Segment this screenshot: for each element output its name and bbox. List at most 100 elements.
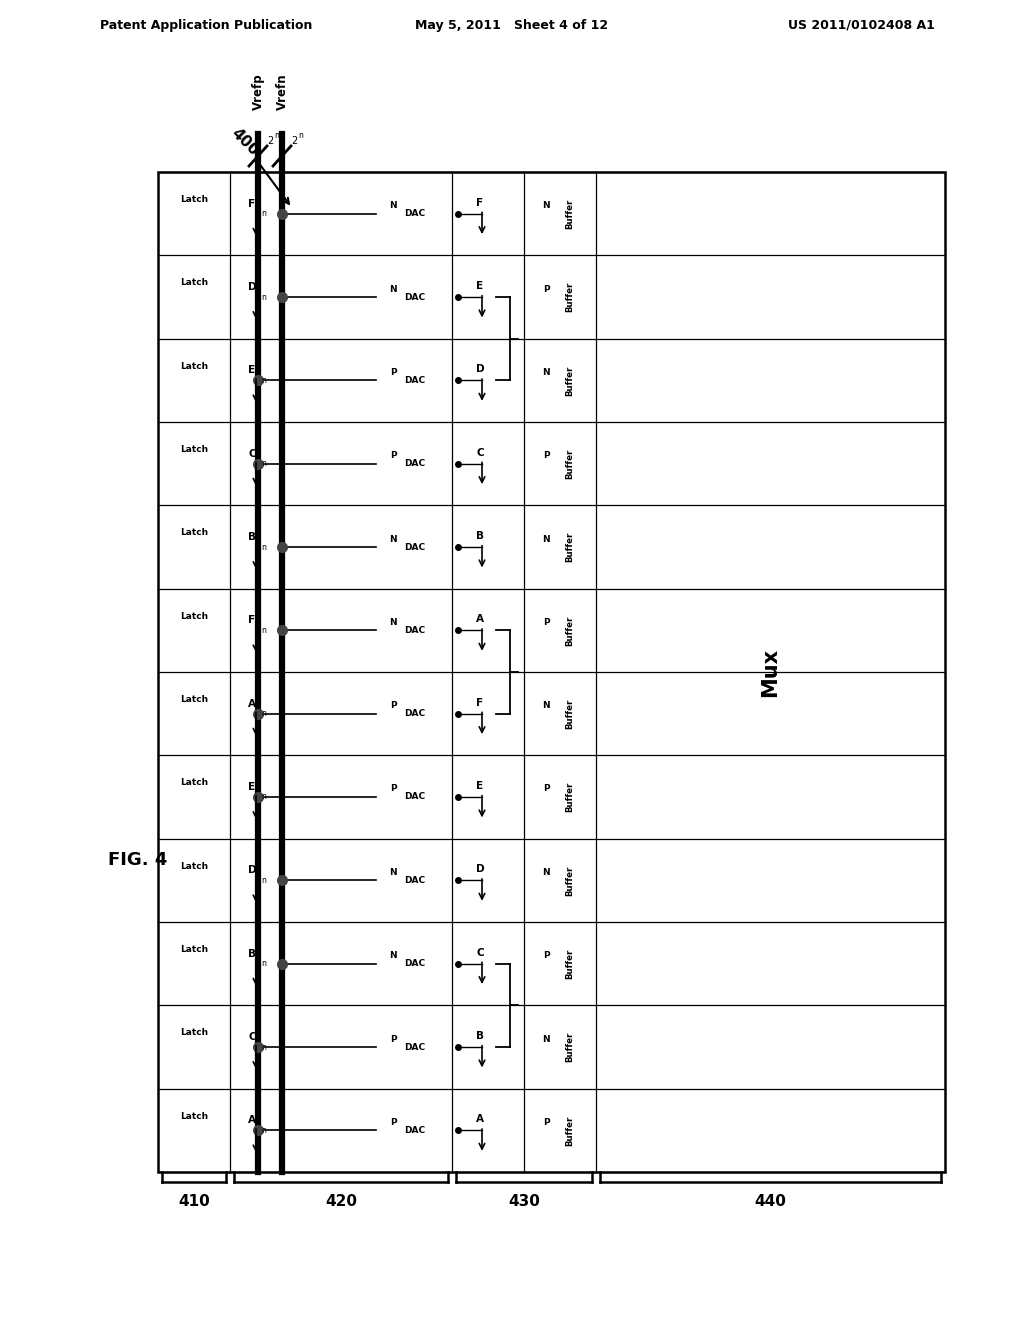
Text: DAC: DAC <box>404 1126 426 1135</box>
Text: Buffer: Buffer <box>565 865 574 895</box>
Text: D: D <box>476 364 484 375</box>
Text: DAC: DAC <box>404 543 426 552</box>
Text: n: n <box>261 792 266 801</box>
Text: N: N <box>542 201 550 210</box>
Text: F: F <box>476 698 483 708</box>
Text: 2: 2 <box>291 136 297 147</box>
Text: n: n <box>261 376 266 385</box>
Text: A: A <box>248 698 256 709</box>
Text: P: P <box>390 701 396 710</box>
Text: N: N <box>542 1035 550 1044</box>
Text: A: A <box>248 1115 256 1126</box>
Text: Latch: Latch <box>180 279 208 288</box>
Text: C: C <box>476 948 483 958</box>
Text: Latch: Latch <box>180 862 208 871</box>
Text: Latch: Latch <box>180 945 208 954</box>
Text: F: F <box>249 199 256 209</box>
Text: n: n <box>261 543 266 552</box>
Text: 2: 2 <box>267 136 273 147</box>
Text: DAC: DAC <box>404 626 426 635</box>
Text: E: E <box>249 366 256 375</box>
Text: N: N <box>542 535 550 544</box>
Text: N: N <box>389 535 397 544</box>
Text: B: B <box>248 532 256 543</box>
Text: n: n <box>261 709 266 718</box>
Text: Buffer: Buffer <box>565 781 574 812</box>
Text: Buffer: Buffer <box>565 615 574 645</box>
Text: DAC: DAC <box>404 376 426 385</box>
Text: Buffer: Buffer <box>565 1032 574 1063</box>
Text: Vrefn: Vrefn <box>275 74 289 110</box>
Text: N: N <box>542 368 550 376</box>
Text: Latch: Latch <box>180 445 208 454</box>
Text: Mux: Mux <box>761 647 780 697</box>
Text: Buffer: Buffer <box>565 698 574 729</box>
Text: 430: 430 <box>508 1195 540 1209</box>
Text: N: N <box>389 618 397 627</box>
Text: n: n <box>298 131 303 140</box>
Text: P: P <box>390 784 396 793</box>
Text: Vrefp: Vrefp <box>252 74 264 110</box>
Text: P: P <box>390 451 396 461</box>
Text: P: P <box>543 618 549 627</box>
Text: F: F <box>476 198 483 207</box>
Text: n: n <box>261 960 266 968</box>
Text: Patent Application Publication: Patent Application Publication <box>100 18 312 32</box>
Text: n: n <box>261 626 266 635</box>
Text: n: n <box>261 876 266 884</box>
Text: n: n <box>261 293 266 301</box>
Text: N: N <box>389 867 397 876</box>
Text: n: n <box>261 1126 266 1135</box>
Text: n: n <box>261 1043 266 1052</box>
Text: P: P <box>543 451 549 461</box>
Text: Latch: Latch <box>180 611 208 620</box>
Text: N: N <box>542 867 550 876</box>
Text: Latch: Latch <box>180 362 208 371</box>
Text: N: N <box>389 952 397 960</box>
Text: Buffer: Buffer <box>565 449 574 479</box>
Text: C: C <box>248 1032 256 1041</box>
Text: 410: 410 <box>178 1195 210 1209</box>
Text: DAC: DAC <box>404 293 426 301</box>
Text: 420: 420 <box>325 1195 357 1209</box>
Text: A: A <box>476 614 484 624</box>
Text: DAC: DAC <box>404 209 426 218</box>
Text: B: B <box>476 1031 484 1041</box>
Text: n: n <box>274 131 279 140</box>
Text: Buffer: Buffer <box>565 1115 574 1146</box>
Text: Latch: Latch <box>180 528 208 537</box>
Text: n: n <box>261 459 266 469</box>
Text: P: P <box>543 1118 549 1127</box>
Text: Buffer: Buffer <box>565 366 574 396</box>
Text: Buffer: Buffer <box>565 281 574 313</box>
Text: B: B <box>476 531 484 541</box>
Text: 400: 400 <box>228 125 261 158</box>
Text: D: D <box>476 865 484 874</box>
Text: Latch: Latch <box>180 779 208 787</box>
Text: E: E <box>476 281 483 290</box>
Text: F: F <box>249 615 256 626</box>
Text: n: n <box>261 209 266 218</box>
Text: Latch: Latch <box>180 195 208 205</box>
Text: E: E <box>476 781 483 791</box>
Text: DAC: DAC <box>404 709 426 718</box>
Text: N: N <box>389 285 397 293</box>
Text: FIG. 4: FIG. 4 <box>108 851 167 869</box>
Text: P: P <box>543 784 549 793</box>
Text: A: A <box>476 1114 484 1125</box>
Text: C: C <box>248 449 256 458</box>
Text: N: N <box>389 201 397 210</box>
Text: DAC: DAC <box>404 459 426 469</box>
Text: P: P <box>543 952 549 960</box>
Text: DAC: DAC <box>404 792 426 801</box>
Text: DAC: DAC <box>404 876 426 884</box>
Text: E: E <box>249 781 256 792</box>
Text: P: P <box>390 368 396 376</box>
Text: Latch: Latch <box>180 1111 208 1121</box>
Text: DAC: DAC <box>404 1043 426 1052</box>
Text: DAC: DAC <box>404 960 426 968</box>
Text: B: B <box>248 949 256 958</box>
Text: Buffer: Buffer <box>565 198 574 228</box>
Text: P: P <box>390 1035 396 1044</box>
Text: C: C <box>476 447 483 458</box>
